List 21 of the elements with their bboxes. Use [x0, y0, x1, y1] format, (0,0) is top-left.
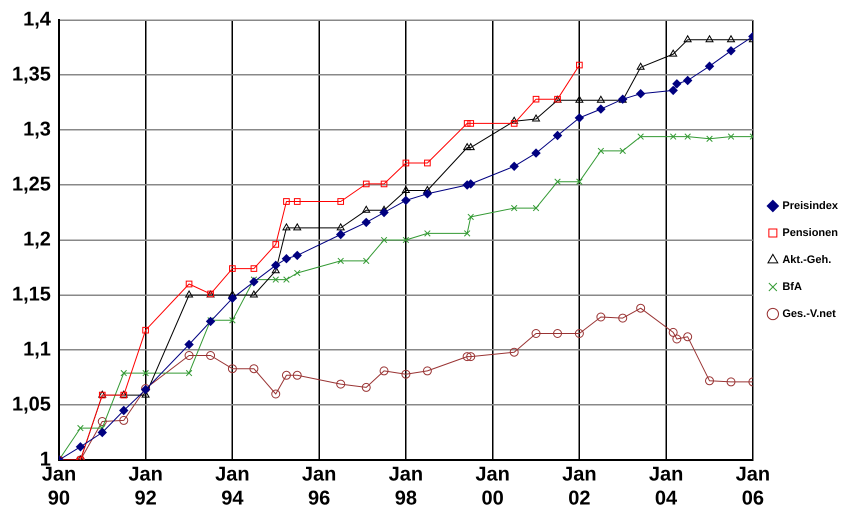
- y-tick-label: 1,4: [23, 8, 52, 31]
- y-tick-label: 1,15: [12, 284, 51, 306]
- x-tick-label: Jan 04: [648, 464, 684, 510]
- y-tick-label: 1,1: [23, 338, 51, 361]
- y-tick-label: 1,05: [12, 394, 51, 416]
- y-tick-label: 1,3: [23, 118, 51, 141]
- y-tick-label: 1,2: [23, 228, 51, 251]
- legend-label: Akt.-Geh.: [782, 254, 832, 266]
- legend-label: Preisindex: [782, 200, 839, 212]
- y-tick-label: 1,25: [12, 174, 51, 196]
- x-tick-label: Jan 94: [215, 464, 250, 510]
- x-tick-label: Jan 00: [475, 464, 510, 510]
- x-tick-label: Jan 96: [302, 464, 336, 510]
- x-tick-label: Jan 92: [128, 464, 163, 510]
- legend-label: BfA: [782, 281, 802, 294]
- y-tick-label: 1,35: [12, 64, 51, 86]
- x-tick-label: Jan 02: [562, 464, 597, 510]
- x-tick-label: Jan 06: [736, 464, 770, 510]
- legend-label: Pensionen: [782, 227, 838, 240]
- legend-label: Ges.-V.net: [782, 308, 836, 320]
- x-tick-label: Jan 98: [388, 464, 424, 510]
